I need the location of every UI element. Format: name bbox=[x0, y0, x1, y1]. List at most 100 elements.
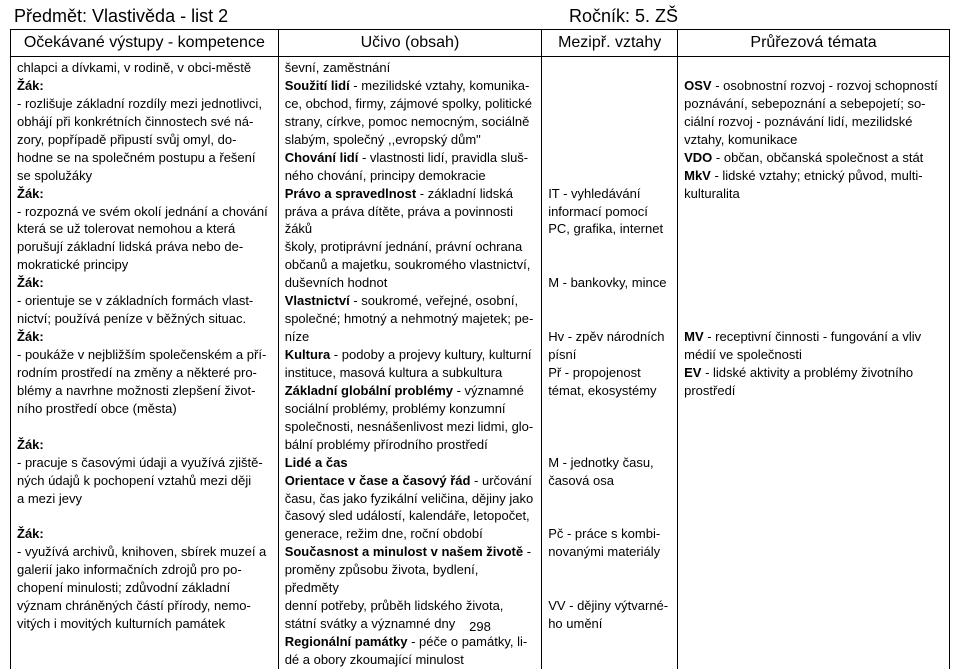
topic-bold: Chování lidí bbox=[285, 150, 359, 165]
text-line: společné; hmotný a nehmotný majetek; pe- bbox=[285, 311, 534, 326]
topic-bold: Orientace v čase a časový řád bbox=[285, 473, 471, 488]
text-line: kulturalita bbox=[684, 186, 740, 201]
page: Předmět: Vlastivěda - list 2 Ročník: 5. … bbox=[0, 0, 960, 636]
text-line: ce, obchod, firmy, zájmové spolky, polit… bbox=[285, 96, 532, 111]
text-line: - určování bbox=[470, 473, 531, 488]
text-line: - pracuje s časovými údaji a využívá zji… bbox=[17, 455, 263, 470]
topic-bold: Současnost a minulost v našem životě bbox=[285, 544, 523, 559]
text-line: slabým, společný ,,evropský dům" bbox=[285, 132, 481, 147]
text-line: bální problémy přírodního prostředí bbox=[285, 437, 488, 452]
text-line: školy, protiprávní jednání, právní ochra… bbox=[285, 239, 523, 254]
text-line: chopení minulosti; zdůvodní základní bbox=[17, 580, 230, 595]
text-line: informací pomocí bbox=[548, 204, 648, 219]
topic-bold: Právo a spravedlnost bbox=[285, 186, 417, 201]
text-line: - orientuje se v základních formách vlas… bbox=[17, 293, 253, 308]
text-line: rodním prostředí na změny a některé pro- bbox=[17, 365, 257, 380]
text-line: témat, ekosystémy bbox=[548, 383, 656, 398]
pupil-label: Žák: bbox=[17, 275, 44, 290]
curriculum-table: Očekávané výstupy - kompetence Učivo (ob… bbox=[10, 29, 950, 669]
text-line: - péče o památky, li- bbox=[408, 634, 528, 649]
text-line: sociální problémy, problémy konzumní bbox=[285, 401, 506, 416]
text-line: času, čas jako fyzikální veličina, dějin… bbox=[285, 491, 534, 506]
text-line: ního prostředí obce (města) bbox=[17, 401, 177, 416]
text-line: - rozpozná ve svém okolí jednání a chová… bbox=[17, 204, 268, 219]
text-line: ných údajů k pochopení vztahů mezi ději bbox=[17, 473, 251, 488]
topic-bold: Soužití lidí bbox=[285, 78, 350, 93]
text-line: M - jednotky času, bbox=[548, 455, 654, 470]
text-line: - vlastnosti lidí, pravidla sluš- bbox=[358, 150, 528, 165]
text-line: ciální rozvoj - poznávání lidí, mezilids… bbox=[684, 114, 912, 129]
text-line: zory, popřípadě připustí svůj omyl, do- bbox=[17, 132, 236, 147]
table-header-row: Očekávané výstupy - kompetence Učivo (ob… bbox=[11, 30, 950, 57]
text-line: porušují základní lidská práva nebo de- bbox=[17, 239, 243, 254]
text-line: písní bbox=[548, 347, 576, 362]
text-line: obhájí při konkrétních činnostech své ná… bbox=[17, 114, 253, 129]
text-line: Pč - práce s kombi- bbox=[548, 526, 660, 541]
col-header-content: Učivo (obsah) bbox=[278, 30, 542, 57]
text-line: a mezi jevy bbox=[17, 491, 82, 506]
text-line: galerií jako informačních zdrojů pro po- bbox=[17, 562, 242, 577]
text-line: poznávání, sebepoznání a sebepojetí; so- bbox=[684, 96, 925, 111]
text-line: - mezilidské vztahy, komunika- bbox=[350, 78, 530, 93]
cell-topics: OSV - osobnostní rozvoj - rozvoj schopno… bbox=[678, 57, 950, 669]
pupil-label: Žák: bbox=[17, 186, 44, 201]
text-line: - bbox=[523, 544, 531, 559]
text-line: nictví; používá peníze v běžných situac. bbox=[17, 311, 246, 326]
text-line: význam chráněných částí přírody, nemo- bbox=[17, 598, 251, 613]
text-line: - osobnostní rozvoj - rozvoj schopností bbox=[712, 78, 938, 93]
text-line: - receptivní činnosti - fungování a vliv bbox=[704, 329, 922, 344]
topic-bold: MkV bbox=[684, 168, 711, 183]
topic-bold: Lidé a čas bbox=[285, 455, 348, 470]
text-line: médií ve společnosti bbox=[684, 347, 802, 362]
text-line: časová osa bbox=[548, 473, 614, 488]
text-line: blémy a navrhne možnosti zlepšení život- bbox=[17, 383, 255, 398]
text-line: - občan, občanská společnost a stát bbox=[712, 150, 923, 165]
text-line: práva a práva dítěte, práva a povinnosti… bbox=[285, 204, 513, 237]
text-line: - významné bbox=[453, 383, 524, 398]
text-line: ného chování, principy demokracie bbox=[285, 168, 486, 183]
col-header-topics: Průřezová témata bbox=[678, 30, 950, 57]
text-line: - základní lidská bbox=[416, 186, 513, 201]
text-line: - lidské aktivity a problémy životního bbox=[701, 365, 913, 380]
col-header-outcomes: Očekávané výstupy - kompetence bbox=[11, 30, 279, 57]
text-line: která se už tolerovat nemohou a která bbox=[17, 221, 235, 236]
text-line: denní potřeby, průběh lidského života, bbox=[285, 598, 504, 613]
text-line: IT - vyhledávání bbox=[548, 186, 640, 201]
text-line: generace, režim dne, roční období bbox=[285, 526, 483, 541]
text-line: - využívá archivů, knihoven, sbírek muze… bbox=[17, 544, 266, 559]
text-line: - poukáže v nejbližším společenském a př… bbox=[17, 347, 266, 362]
text-line: níze bbox=[285, 329, 310, 344]
text-line: Hv - zpěv národních bbox=[548, 329, 664, 344]
text-line: strany, církve, pomoc nemocným, sociálně bbox=[285, 114, 530, 129]
text-line: novanými materiály bbox=[548, 544, 660, 559]
pupil-label: Žák: bbox=[17, 437, 44, 452]
pupil-label: Žák: bbox=[17, 78, 44, 93]
pupil-label: Žák: bbox=[17, 526, 44, 541]
topic-bold: Základní globální problémy bbox=[285, 383, 453, 398]
page-number: 298 bbox=[0, 619, 960, 634]
text-line: společnosti, nesnášenlivost mezi lidmi, … bbox=[285, 419, 534, 434]
text-line: občanů a majetku, soukromého vlastnictví… bbox=[285, 257, 531, 272]
text-line: ševní, zaměstnání bbox=[285, 60, 391, 75]
cell-outcomes: chlapci a dívkami, v rodině, v obci-měst… bbox=[11, 57, 279, 669]
table-body-row: chlapci a dívkami, v rodině, v obci-měst… bbox=[11, 57, 950, 669]
text-line: chlapci a dívkami, v rodině, v obci-měst… bbox=[17, 60, 251, 75]
cell-relations: IT - vyhledávání informací pomocí PC, gr… bbox=[542, 57, 678, 669]
text-line: proměny způsobu života, bydlení, předmět… bbox=[285, 562, 479, 595]
text-line: M - bankovky, mince bbox=[548, 275, 666, 290]
topic-bold: VDO bbox=[684, 150, 712, 165]
text-line: časový sled událostí, kalendáře, letopoč… bbox=[285, 508, 530, 523]
text-line: hodne se na společném postupu a řešení bbox=[17, 150, 256, 165]
text-line: - podoby a projevy kultury, kulturní bbox=[330, 347, 531, 362]
topic-bold: MV bbox=[684, 329, 704, 344]
col-header-relations: Mezipř. vztahy bbox=[542, 30, 678, 57]
text-line: - rozlišuje základní rozdíly mezi jednot… bbox=[17, 96, 262, 111]
text-line: se spolužáky bbox=[17, 168, 92, 183]
pupil-label: Žák: bbox=[17, 329, 44, 344]
text-line: prostředí bbox=[684, 383, 735, 398]
topic-bold: Kultura bbox=[285, 347, 331, 362]
topic-bold: OSV bbox=[684, 78, 711, 93]
grade-title: Ročník: 5. ZŠ bbox=[569, 6, 954, 27]
topic-bold: Regionální památky bbox=[285, 634, 408, 649]
topic-bold: EV bbox=[684, 365, 701, 380]
